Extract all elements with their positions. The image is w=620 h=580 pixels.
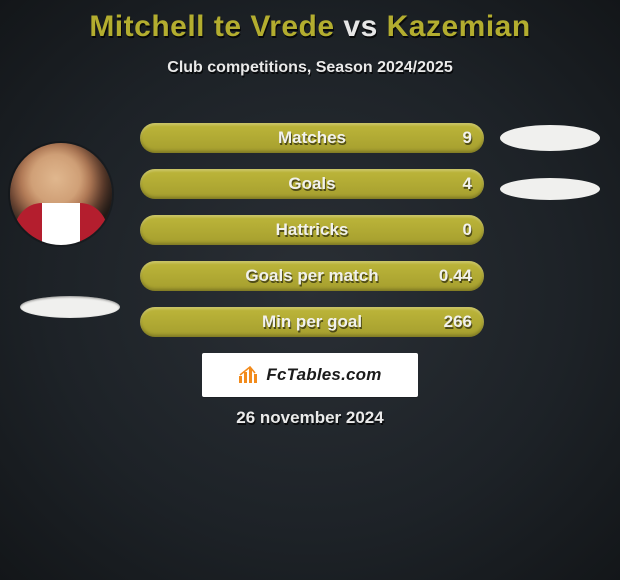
watermark-text: FcTables.com [266,365,381,385]
player2-avatar-shadow [500,178,600,200]
stat-bar-row: Matches9 [140,123,484,153]
date-text: 26 november 2024 [0,408,620,428]
stat-bar-fill [140,307,484,337]
player2-avatar [500,125,600,151]
title-player2: Kazemian [387,10,531,43]
stat-bar-fill [140,123,484,153]
player1-avatar-shadow [20,296,120,318]
stat-bar-row: Hattricks0 [140,215,484,245]
page-title: Mitchell te Vrede vs Kazemian [0,10,620,43]
stat-bar-row: Goals per match0.44 [140,261,484,291]
stat-bar-row: Goals4 [140,169,484,199]
watermark: FcTables.com [202,353,418,397]
infographic-root: Mitchell te Vrede vs Kazemian Club compe… [0,0,620,580]
stat-bar-fill [140,215,484,245]
title-player1: Mitchell te Vrede [89,10,334,43]
title-vs: vs [343,10,377,43]
stat-bar-fill [140,261,484,291]
stat-bar-row: Min per goal266 [140,307,484,337]
bars-icon [238,366,260,384]
player1-avatar [10,143,112,245]
subtitle: Club competitions, Season 2024/2025 [0,59,620,77]
stat-bars: Matches9 Goals4 Hattricks0 Goals per match0… [140,123,484,353]
stat-bar-fill [140,169,484,199]
